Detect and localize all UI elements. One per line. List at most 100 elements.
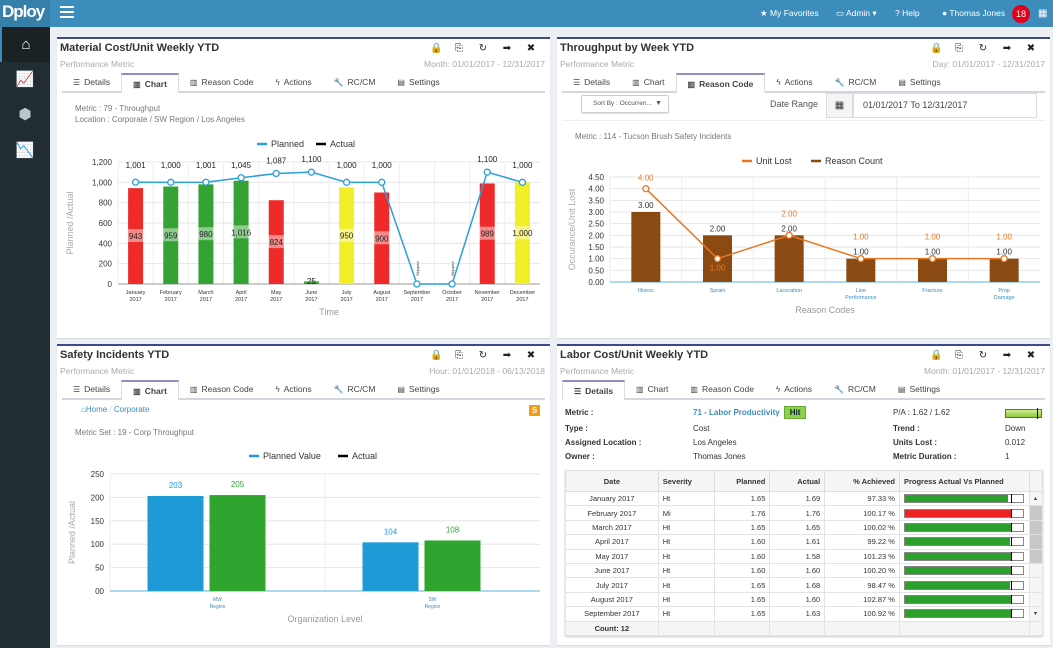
- table-footer-row: Count: 12: [565, 620, 1044, 636]
- refresh-icon[interactable]: ↻: [978, 350, 988, 361]
- tab-details[interactable]: ☰ Details: [562, 73, 621, 91]
- lock-icon[interactable]: 🔒: [930, 43, 943, 54]
- tab-actions[interactable]: ϟ Actions: [765, 73, 823, 91]
- table-row[interactable]: April 2017 Ht 1.60 1.61 99.22 %: [565, 534, 1044, 550]
- tab-settings[interactable]: ▤ Settings: [887, 380, 951, 398]
- menu-toggle-icon[interactable]: [60, 6, 74, 20]
- bar-chart-icon: ▥: [636, 385, 644, 394]
- tab-settings[interactable]: ▤ Settings: [386, 73, 450, 91]
- export-icon[interactable]: ➡: [502, 350, 512, 361]
- grid-icon[interactable]: ▦: [1038, 8, 1048, 19]
- lock-icon[interactable]: 🔒: [430, 350, 443, 361]
- cubes-icon: ⬢: [18, 106, 32, 123]
- table-row[interactable]: May 2017 Ht 1.60 1.58 101.23 %: [565, 548, 1044, 564]
- col-progress[interactable]: Progress Actual Vs Planned: [898, 470, 1030, 492]
- tab-chart[interactable]: ▥ Chart: [121, 380, 179, 400]
- table-row[interactable]: June 2017 Ht 1.60 1.60 100.20 %: [565, 562, 1044, 579]
- area-chart-icon: 📉: [15, 142, 35, 159]
- lock-icon[interactable]: 🔒: [430, 43, 443, 54]
- s-badge[interactable]: S: [529, 405, 540, 416]
- tab-rc-cm[interactable]: 🔧 RC/CM: [823, 380, 887, 398]
- scrollbar[interactable]: [1028, 534, 1044, 550]
- tab-reason-code[interactable]: ▥ Reason Code: [679, 380, 765, 398]
- tab-chart[interactable]: ▥ Chart: [121, 73, 179, 93]
- tab-rc-cm[interactable]: 🔧 RC/CM: [323, 380, 387, 398]
- scrollbar[interactable]: [1028, 591, 1044, 608]
- tab-reason-code[interactable]: ▥ Reason Code: [179, 380, 265, 398]
- refresh-icon[interactable]: ↻: [478, 350, 488, 361]
- tab-reason-code[interactable]: ▥ Reason Code: [675, 73, 766, 93]
- planned-point: [448, 280, 456, 288]
- col-achieved[interactable]: % Achieved: [824, 470, 900, 492]
- export-icon[interactable]: ➡: [502, 43, 512, 54]
- metric-link[interactable]: 71 - Labor Productivity: [693, 408, 780, 417]
- pdf-icon[interactable]: ⎘: [955, 43, 963, 54]
- my-favorites-link[interactable]: ★ My Favorites: [760, 0, 819, 27]
- tab-settings[interactable]: ▤ Settings: [887, 73, 951, 91]
- cell-date: January 2017: [565, 490, 659, 507]
- pdf-icon[interactable]: ⎘: [455, 350, 463, 361]
- export-icon[interactable]: ➡: [1002, 350, 1012, 361]
- logo[interactable]: Dploysolutions: [0, 0, 50, 33]
- sidebar-home[interactable]: ⌂: [0, 27, 50, 62]
- calendar-icon[interactable]: ▦: [826, 93, 853, 118]
- admin-dropdown[interactable]: ▭ Admin ▾: [836, 0, 877, 27]
- tab-details[interactable]: ☰ Details: [562, 380, 626, 400]
- sidebar-cubes[interactable]: ⬢: [0, 97, 50, 132]
- table-row[interactable]: February 2017 Mi 1.76 1.76 100.17 %: [565, 505, 1044, 521]
- date-range-input[interactable]: 01/01/2017 To 12/31/2017: [853, 93, 1037, 118]
- help-link[interactable]: ? Help: [895, 0, 920, 27]
- user-menu[interactable]: ● Thomas Jones: [942, 0, 1005, 27]
- col-date[interactable]: Date: [565, 470, 659, 492]
- table-row[interactable]: July 2017 Ht 1.65 1.68 98.47 %: [565, 577, 1044, 593]
- scrollbar[interactable]: [1028, 548, 1044, 564]
- progress-bar: [903, 508, 1024, 518]
- tab-rc-cm[interactable]: 🔧 RC/CM: [824, 73, 888, 91]
- table-row[interactable]: August 2017 Ht 1.65 1.60 102.87 %: [565, 591, 1044, 608]
- col-planned[interactable]: Planned: [713, 470, 771, 492]
- tab-actions[interactable]: ϟ Actions: [264, 380, 322, 398]
- refresh-icon[interactable]: ↻: [478, 43, 488, 54]
- pdf-icon[interactable]: ⎘: [455, 43, 463, 54]
- scrollbar[interactable]: [1028, 577, 1044, 593]
- planned-point: [131, 178, 140, 186]
- close-icon[interactable]: ✖: [1026, 350, 1036, 361]
- lock-icon[interactable]: 🔒: [930, 350, 943, 361]
- table-row[interactable]: March 2017 Ht 1.65 1.65 100.02 %: [565, 519, 1044, 536]
- col-actual[interactable]: Actual: [769, 470, 826, 492]
- breadcrumb-home[interactable]: Home: [85, 405, 108, 414]
- table-row[interactable]: January 2017 Ht 1.65 1.69 97.33 % ▴: [565, 490, 1044, 507]
- close-icon[interactable]: ✖: [526, 350, 536, 361]
- col-severity[interactable]: Severity: [657, 470, 715, 492]
- tab-rc-cm[interactable]: 🔧 RC/CM: [323, 73, 387, 91]
- refresh-icon[interactable]: ↻: [978, 43, 988, 54]
- scrollbar[interactable]: ▾: [1028, 606, 1044, 622]
- scrollbar[interactable]: [1028, 519, 1044, 536]
- scrollbar[interactable]: ▴: [1028, 490, 1044, 507]
- close-icon[interactable]: ✖: [1026, 43, 1036, 54]
- tab-settings[interactable]: ▤ Settings: [386, 380, 450, 398]
- tab-details[interactable]: ☰ Details: [62, 73, 121, 91]
- tab-chart[interactable]: ▥ Chart: [625, 380, 679, 398]
- cell-actual: 1.60: [769, 562, 826, 579]
- sidebar-line-chart[interactable]: 📈: [0, 62, 50, 97]
- scrollbar[interactable]: [1028, 562, 1044, 579]
- tab-actions[interactable]: ϟ Actions: [765, 380, 823, 398]
- sort-by-dropdown[interactable]: Sort By : Occurren... ▼: [581, 95, 669, 113]
- tab-details[interactable]: ☰ Details: [62, 380, 121, 398]
- notification-badge[interactable]: 18: [1012, 5, 1030, 23]
- x-tick-label: March 2017: [198, 290, 213, 303]
- tab-reason-code[interactable]: ▥ Reason Code: [179, 73, 265, 91]
- table-row[interactable]: September 2017 Ht 1.65 1.63 100.92 % ▾: [565, 606, 1044, 622]
- scrollbar[interactable]: [1028, 505, 1044, 521]
- tab-actions[interactable]: ϟ Actions: [264, 73, 322, 91]
- pdf-icon[interactable]: ⎘: [955, 350, 963, 361]
- cell-actual: 1.60: [769, 591, 826, 608]
- tab-chart[interactable]: ▥ Chart: [621, 73, 675, 91]
- tab-label: Details: [84, 384, 111, 394]
- list-icon: ☰: [73, 385, 81, 394]
- breadcrumb-corporate[interactable]: Corporate: [113, 405, 150, 414]
- close-icon[interactable]: ✖: [526, 43, 536, 54]
- export-icon[interactable]: ➡: [1002, 43, 1012, 54]
- sidebar-area-chart[interactable]: 📉: [0, 133, 50, 168]
